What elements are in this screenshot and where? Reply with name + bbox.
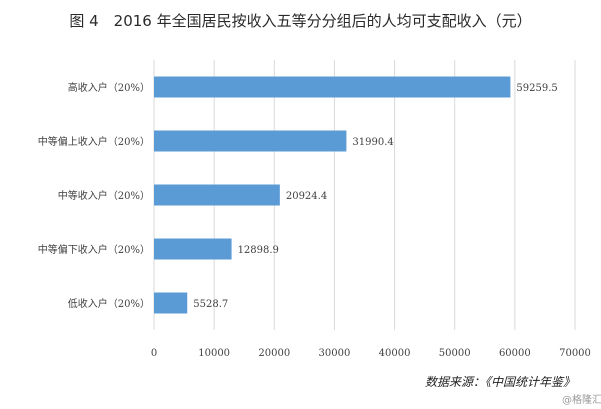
bar-4 [154,292,188,314]
x-tick-label-2: 20000 [258,348,290,359]
bar-3 [154,238,232,260]
value-label-2: 20924.4 [286,191,327,202]
x-tick-label-7: 70000 [559,348,591,359]
data-source-note: 数据来源：《中国统计年鉴》 [425,375,576,389]
category-label-0: 高收入户（20%） [68,81,150,94]
category-label-1: 中等偏上收入户（20%） [38,135,150,148]
bars [154,76,511,314]
value-label-3: 12898.9 [238,245,279,256]
chart-title: 图 4 2016 年全国居民按收入五等分分组后的人均可支配收入（元） [69,12,532,30]
category-label-3: 中等偏下收入户（20%） [38,243,150,256]
bar-1 [154,130,347,152]
x-tick-label-4: 40000 [379,348,411,359]
watermark-text: @格隆汇 [562,395,601,406]
value-label-1: 31990.4 [352,137,393,148]
bar-0 [154,76,511,98]
value-labels: 59259.5 31990.4 20924.4 12898.9 5528.7 [193,83,558,310]
x-tick-label-6: 60000 [499,348,531,359]
category-labels: 高收入户（20%） 中等偏上收入户（20%） 中等收入户（20%） 中等偏下收入户（2… [38,81,150,310]
value-label-4: 5528.7 [193,299,228,310]
x-tick-label-1: 10000 [198,348,230,359]
category-label-4: 低收入户（20%） [68,297,150,310]
value-label-0: 59259.5 [516,83,557,94]
bar-2 [154,184,280,206]
x-tick-label-5: 50000 [439,348,471,359]
category-label-2: 中等收入户（20%） [58,189,150,202]
x-tick-label-3: 30000 [319,348,351,359]
x-tick-labels: 0 10000 20000 30000 40000 50000 60000 70000 [151,348,591,359]
x-tick-label-0: 0 [151,348,157,359]
